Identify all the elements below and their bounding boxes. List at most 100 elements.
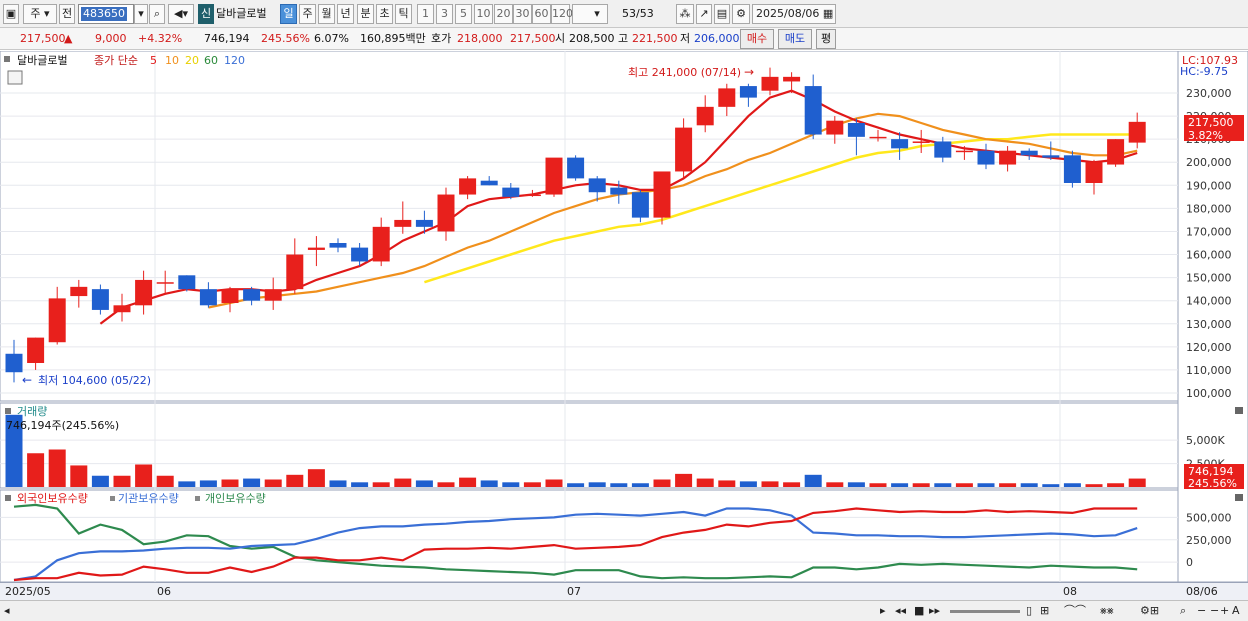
interval-30[interactable]: 30 (513, 4, 532, 24)
minus-icon[interactable]: − (1210, 604, 1220, 617)
volume-bar (739, 481, 757, 487)
holdings-tick-label: 0 (1186, 556, 1193, 569)
candle-body (934, 141, 952, 158)
ticker-input[interactable]: 483650 (78, 4, 134, 24)
scroll-right-icon[interactable]: ▸ (880, 604, 886, 617)
fast-forward-icon[interactable]: ▸▸ (929, 604, 941, 617)
sell-button[interactable]: 매도 (778, 29, 812, 49)
custom-interval-select[interactable]: ▾ (572, 4, 608, 24)
volume-last-tag (1184, 464, 1244, 477)
tools-icon[interactable]: ⨳⨳ (1100, 604, 1114, 617)
date-axis: 2025/05 06 07 08 08/06 (0, 582, 1248, 600)
zoom-slider[interactable] (950, 610, 1020, 613)
volume-bar (804, 474, 822, 487)
volume-bar (480, 480, 498, 487)
settings-tools-icon[interactable]: ⚙⊞ (1140, 604, 1160, 617)
period-minute[interactable]: 분 (357, 4, 374, 24)
candle-body (307, 247, 325, 250)
volume-bar (718, 480, 736, 487)
price-tick-label: 140,000 (1186, 295, 1232, 308)
volume-panel-title: 거래량 (17, 405, 47, 418)
candle-body (588, 178, 606, 193)
period-tick[interactable]: 틱 (395, 4, 412, 24)
price-tick-label: 100,000 (1186, 387, 1232, 400)
save-icon[interactable]: ▤ (714, 4, 730, 24)
interval-1[interactable]: 1 (417, 4, 434, 24)
ma-legend-20: 20 (185, 54, 199, 67)
zoom-out-icon[interactable]: − (1197, 604, 1207, 617)
market-select[interactable]: 주 ▾ (23, 4, 57, 24)
volume-bar (588, 482, 606, 487)
zoom-in-icon[interactable]: + (1220, 604, 1230, 617)
volume-bar (610, 483, 628, 487)
interval-3[interactable]: 3 (436, 4, 453, 24)
volume-bar (977, 483, 995, 487)
interval-60[interactable]: 60 (532, 4, 551, 24)
interval-5[interactable]: 5 (455, 4, 472, 24)
period-day[interactable]: 일 (280, 4, 297, 24)
compare-icon[interactable]: ⁂ (676, 4, 694, 24)
volume-bar (696, 478, 714, 487)
rewind-icon[interactable]: ◂◂ (895, 604, 907, 617)
candle-body (1107, 139, 1125, 165)
auto-scale-icon[interactable]: A (1232, 604, 1240, 617)
candle-body (329, 243, 347, 248)
period-week[interactable]: 주 (299, 4, 316, 24)
volume-bar (545, 479, 563, 487)
chart-area[interactable]: 230,000220,000210,000200,000190,000180,0… (0, 50, 1248, 601)
ticker-dropdown-icon[interactable]: ▾ (134, 4, 148, 24)
date-label-jul: 07 (567, 585, 581, 598)
interval-20[interactable]: 20 (494, 4, 513, 24)
ma-legend-120: 120 (224, 54, 245, 67)
date-picker[interactable]: 2025/08/06 ▦ (752, 4, 836, 24)
volume-bar (955, 483, 973, 487)
scroll-left-icon[interactable]: ◂ (4, 604, 10, 617)
table-toggle-icon[interactable] (7, 70, 23, 85)
period-month[interactable]: 월 (318, 4, 335, 24)
candle-body (264, 289, 282, 301)
ma-legend-5: 5 (150, 54, 157, 67)
interval-10[interactable]: 10 (474, 4, 493, 24)
volume-pct-tag-text: 245.56% (1188, 477, 1237, 490)
draw-tool-icon[interactable]: ↗ (696, 4, 712, 24)
panel-collapse-icon[interactable] (4, 56, 10, 62)
search-icon[interactable]: ⌕ (149, 4, 165, 24)
avg-button[interactable]: 평 (816, 29, 836, 49)
period-second[interactable]: 초 (376, 4, 393, 24)
buy-button[interactable]: 매수 (740, 29, 774, 49)
high-label: 고 (618, 32, 629, 45)
candle-body (351, 247, 369, 262)
market-label: 주 (30, 7, 41, 20)
zoom-handle-icon[interactable]: ▯ (1026, 604, 1033, 617)
volume-bar (1020, 483, 1038, 487)
candle-body (653, 171, 671, 218)
volume-panel-close-icon[interactable] (1235, 407, 1243, 414)
zoom-icon[interactable]: ⌕ (1180, 604, 1187, 617)
speaker-icon[interactable]: ◀▾ (168, 4, 194, 24)
candle-body (977, 150, 995, 165)
price-tick-label: 180,000 (1186, 202, 1232, 215)
up-triangle-icon: ▲ (64, 32, 73, 45)
price-tick-label: 130,000 (1186, 318, 1232, 331)
line-tools-icon[interactable]: ⌒⌒ (1064, 604, 1086, 617)
volume-bar (351, 482, 369, 487)
stop-icon[interactable]: ■ (914, 604, 925, 617)
interval-120[interactable]: 120 (551, 4, 573, 24)
ma-legend-60: 60 (204, 54, 218, 67)
candle-body (567, 157, 585, 179)
gear-icon[interactable]: ⚙ (732, 4, 750, 24)
holdings-panel-close-icon[interactable] (1235, 494, 1243, 501)
period-year[interactable]: 년 (337, 4, 354, 24)
holdings-panel-collapse-icon[interactable] (5, 495, 11, 501)
bottom-controls: ◂ ▸ ◂◂ ■ ▸▸ ▯ ⊞ ⌒⌒ ⨳⨳ ⚙⊞ ⌕ − − + A (0, 600, 1248, 621)
candle-body (891, 139, 909, 149)
chart-svg[interactable]: 230,000220,000210,000200,000190,000180,0… (0, 50, 1248, 601)
chart-window-icon[interactable]: ▣ (3, 4, 19, 24)
volume-panel-collapse-icon[interactable] (5, 408, 11, 414)
grid-toggle-icon[interactable]: ⊞ (1040, 604, 1050, 617)
low-price: 206,000 (694, 32, 740, 45)
volume-bar (221, 479, 239, 487)
price-tick-label: 230,000 (1186, 87, 1232, 100)
prev-button[interactable]: 전 (59, 4, 75, 24)
volume-bar (675, 473, 693, 487)
